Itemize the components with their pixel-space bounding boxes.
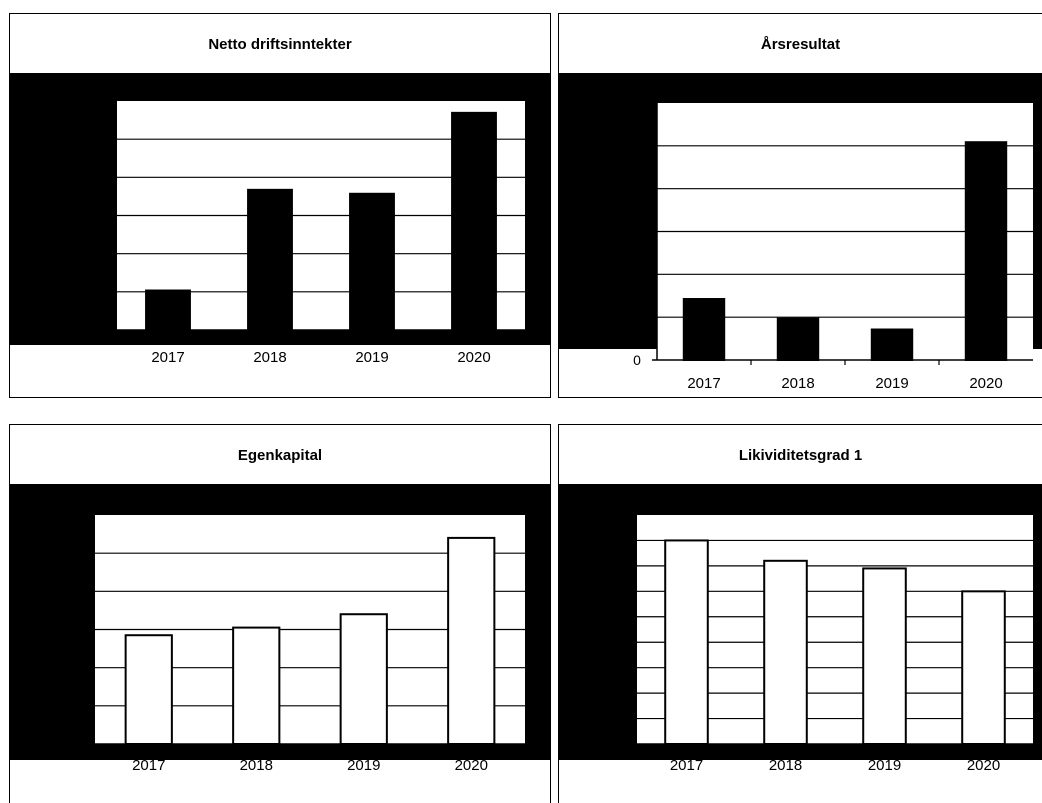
y-tick-label: 0 [633,352,641,368]
chart-title: Likividitetsgrad 1 [738,447,863,464]
chart-title: Egenkapital [237,447,323,464]
bar-2019 [870,328,914,362]
chart-panel-netto-driftsinntekter: Netto driftsinntekter 2017 2018 2019 2020 [9,13,551,398]
bar-2017 [664,539,709,745]
bar-2019 [349,192,395,331]
bar-2019 [339,613,388,745]
x-tick-label: 2019 [355,349,388,366]
bar-chart: 2017 2018 2019 2020 [637,515,1033,774]
x-tick-label: 2018 [240,757,273,774]
bar-2017 [124,634,173,746]
bar-2020 [447,536,496,746]
x-tick-label: 2017 [687,375,720,392]
x-tick-label: 2017 [132,757,165,774]
bar-2018 [247,188,293,331]
bar-2017 [682,298,726,361]
bar-2017 [145,289,191,331]
bar-2019 [862,567,907,745]
bar-2018 [763,559,808,745]
chart-title: Netto driftsinntekter [208,36,352,53]
x-tick-label: 2020 [455,757,488,774]
bar-2018 [232,626,281,745]
x-tick-label: 2018 [781,375,814,392]
chart-panel-egenkapital: Egenkapital 2017 2018 2019 2020 [9,424,551,803]
x-tick-label: 2020 [967,757,1000,774]
x-tick-label: 2018 [769,757,802,774]
x-tick-label: 2018 [253,349,286,366]
chart-panel-likviditetsgrad: Likividitetsgrad 1 2017 2018 2019 2020 [558,424,1042,803]
x-tick-label: 2017 [151,349,184,366]
bar-2020 [961,590,1006,745]
bar-2020 [964,141,1008,361]
x-tick-label: 2020 [969,375,1002,392]
bar-chart: 0 2017 2018 2019 2020 [633,103,1033,392]
bar-2020 [451,111,497,331]
x-tick-label: 2019 [347,757,380,774]
bar-chart: 2017 2018 2019 2020 [95,515,525,774]
chart-panel-arsresultat: Årsresultat 0 2017 2018 2019 2020 [558,13,1042,398]
bar-chart: 2017 2018 2019 2020 [117,101,525,366]
x-tick-label: 2020 [457,349,490,366]
x-tick-label: 2019 [868,757,901,774]
bar-2018 [776,317,820,362]
chart-title: Årsresultat [760,36,841,53]
x-tick-label: 2019 [875,375,908,392]
x-tick-label: 2017 [670,757,703,774]
